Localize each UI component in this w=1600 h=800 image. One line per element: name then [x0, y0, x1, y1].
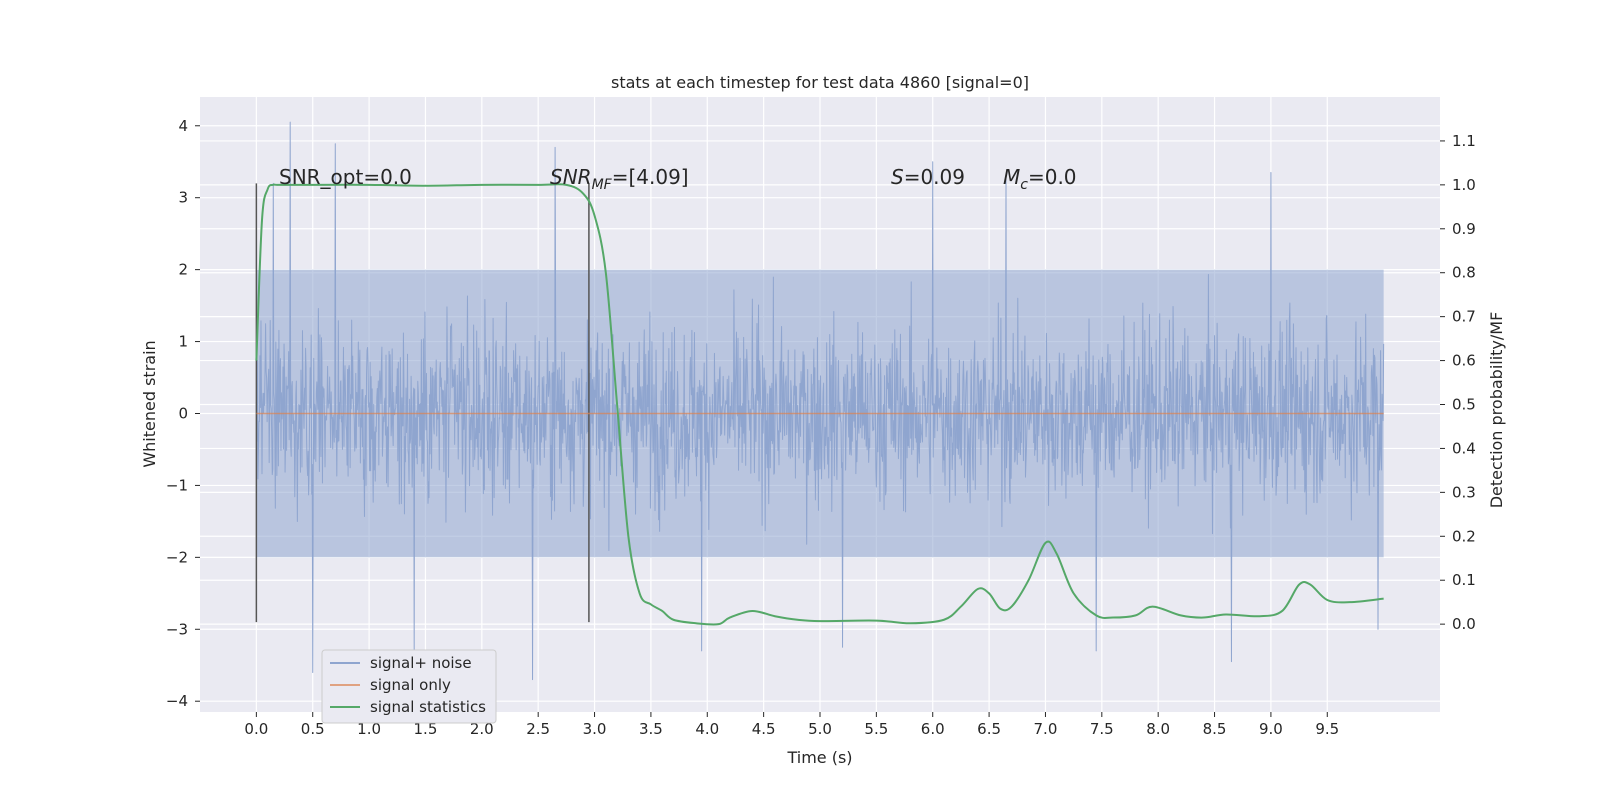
- x-tick-label: 8.0: [1146, 720, 1170, 738]
- legend: signal+ noise signal only signal statist…: [321, 649, 497, 724]
- y-tick-label-right: 0.8: [1452, 264, 1476, 282]
- legend-label-signal-noise: signal+ noise: [370, 654, 472, 672]
- x-tick-label: 0.5: [301, 720, 325, 738]
- x-tick-label: 0.0: [244, 720, 268, 738]
- y-tick-label-left: 0: [178, 404, 188, 422]
- x-tick-label: 1.5: [414, 720, 438, 738]
- x-tick-label: 9.5: [1315, 720, 1339, 738]
- x-tick-label: 4.0: [695, 720, 719, 738]
- annotation-snr-opt: SNR_opt=0.0: [279, 165, 412, 189]
- x-tick-label: 6.0: [921, 720, 945, 738]
- axis-ticks: 0.0 0.5 1.0 1.5 2.0 2.5 3.0 3.5 4.0 4.5 5.0 5.5 6.0 6…: [166, 117, 1476, 738]
- y-tick-label-right: 0.0: [1452, 615, 1476, 633]
- y-tick-label-right: 0.4: [1452, 439, 1476, 457]
- y-tick-label-right: 0.7: [1452, 308, 1476, 326]
- x-tick-label: 4.5: [752, 720, 776, 738]
- y-tick-label-right: 1.0: [1452, 176, 1476, 194]
- signal-statistics-series: [255, 183, 1384, 626]
- y-tick-label-left: 3: [178, 189, 188, 207]
- x-tick-label: 2.0: [470, 720, 494, 738]
- x-tick-label: 8.5: [1203, 720, 1227, 738]
- y-tick-label-right: 0.3: [1452, 483, 1476, 501]
- annotation-mc: Mc=0.0: [1003, 165, 1077, 193]
- legend-label-signal-statistics: signal statistics: [370, 698, 486, 716]
- y-tick-label-left: 4: [178, 117, 188, 135]
- y-tick-label-right: 1.1: [1452, 132, 1476, 150]
- x-tick-label: 3.5: [639, 720, 663, 738]
- x-tick-label: 7.5: [1090, 720, 1114, 738]
- x-tick-label: 2.5: [526, 720, 550, 738]
- legend-label-signal-only: signal only: [370, 676, 451, 694]
- y-tick-label-left: 2: [178, 261, 188, 279]
- signal-statistics-line: [255, 183, 1384, 626]
- y-tick-label-right: 0.5: [1452, 396, 1476, 414]
- y-tick-label-left: −4: [166, 692, 188, 710]
- y-tick-label-right: 0.9: [1452, 220, 1476, 238]
- x-tick-label: 7.0: [1034, 720, 1058, 738]
- y-tick-label-right: 0.2: [1452, 527, 1476, 545]
- chart-title: stats at each timestep for test data 486…: [611, 73, 1029, 92]
- x-tick-label: 3.0: [583, 720, 607, 738]
- x-axis-label: Time (s): [786, 748, 852, 767]
- x-tick-label: 9.0: [1259, 720, 1283, 738]
- legend-box: [321, 649, 497, 724]
- x-tick-label: 5.5: [864, 720, 888, 738]
- y-tick-label-left: −2: [166, 548, 188, 566]
- vertical-markers: [255, 183, 590, 623]
- y-tick-label-left: 1: [178, 333, 188, 351]
- x-tick-label: 1.0: [357, 720, 381, 738]
- annotation-s: S=0.09: [891, 165, 965, 189]
- y-tick-label-right: 0.1: [1452, 571, 1476, 589]
- y-axis-label-left: Whitened strain: [140, 340, 159, 467]
- y-tick-label-left: −3: [166, 620, 188, 638]
- y-tick-label-left: −1: [166, 476, 188, 494]
- annotation-snr-mf: SNRMF=[4.09]: [550, 165, 689, 193]
- x-tick-label: 5.0: [808, 720, 832, 738]
- y-axis-label-right: Detection probability/MF: [1487, 312, 1506, 509]
- y-tick-label-right: 0.6: [1452, 352, 1476, 370]
- x-tick-label: 6.5: [977, 720, 1001, 738]
